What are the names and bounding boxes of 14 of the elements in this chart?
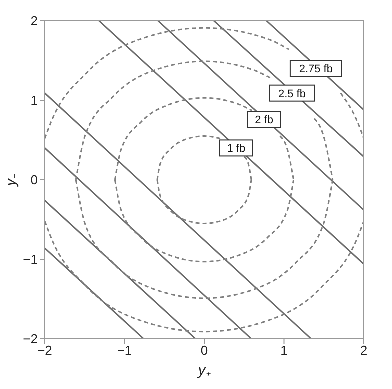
x-axis-title: y₊ [197,362,211,379]
y-tick-label: 1 [30,93,38,108]
y-tick-label: 2 [30,14,38,29]
y-tick-label: 0 [30,172,38,188]
annotation: 2.75 fb [299,64,333,76]
y-tick-label: −1 [23,252,38,268]
annotation: 2.5 fb [278,88,306,100]
annotation: 1 fb [227,143,246,156]
x-tick-label: 2 [360,343,368,358]
x-tick-label: −1 [117,343,132,358]
x-tick-label: 1 [280,343,288,358]
y-tick-label: −2 [23,332,38,347]
x-tick-label: 0 [200,343,208,358]
annotation: 2 fb [255,114,274,127]
